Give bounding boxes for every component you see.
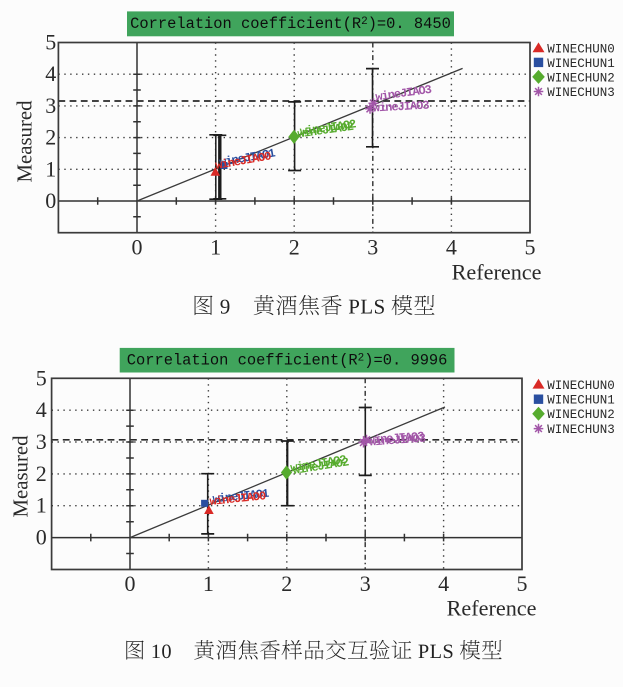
svg-text:Correlation coefficient(R2)=0.: Correlation coefficient(R2)=0. 9996 xyxy=(127,351,448,369)
svg-text:0: 0 xyxy=(36,525,47,550)
svg-text:WINECHUN1: WINECHUN1 xyxy=(547,394,615,408)
svg-text:Reference: Reference xyxy=(452,260,542,285)
svg-text:0: 0 xyxy=(125,571,136,596)
svg-text:wineJIAO1: wineJIAO1 xyxy=(212,487,270,507)
svg-text:WINECHUN3: WINECHUN3 xyxy=(547,423,615,437)
svg-text:2: 2 xyxy=(289,235,300,260)
svg-text:WINECHUN0: WINECHUN0 xyxy=(547,43,615,57)
svg-text:2: 2 xyxy=(36,461,47,486)
svg-text:WINECHUN1: WINECHUN1 xyxy=(547,57,615,71)
svg-text:Measured: Measured xyxy=(14,100,37,183)
svg-text:5: 5 xyxy=(36,365,47,390)
svg-text:0: 0 xyxy=(45,188,56,213)
svg-text:4: 4 xyxy=(446,235,457,260)
svg-text:WINECHUN2: WINECHUN2 xyxy=(547,408,615,422)
svg-text:5: 5 xyxy=(525,235,536,260)
svg-text:3: 3 xyxy=(360,571,371,596)
svg-text:Measured: Measured xyxy=(10,435,33,518)
svg-text:5: 5 xyxy=(45,30,56,55)
svg-text:WINECHUN2: WINECHUN2 xyxy=(547,71,615,85)
svg-text:3: 3 xyxy=(367,235,378,260)
svg-text:wineJIAO3: wineJIAO3 xyxy=(369,432,426,450)
svg-text:0: 0 xyxy=(132,235,143,260)
svg-text:5: 5 xyxy=(517,571,528,596)
svg-text:WINECHUN0: WINECHUN0 xyxy=(547,379,615,393)
svg-text:wineJIAO3: wineJIAO3 xyxy=(367,430,424,448)
svg-text:3: 3 xyxy=(45,93,56,118)
svg-text:4: 4 xyxy=(36,397,47,422)
svg-text:Correlation coefficient(R2)=0.: Correlation coefficient(R2)=0. 8450 xyxy=(130,15,451,33)
svg-text:2: 2 xyxy=(281,571,292,596)
svg-text:1: 1 xyxy=(210,235,221,260)
svg-text:1: 1 xyxy=(45,156,56,181)
svg-text:4: 4 xyxy=(45,61,56,86)
svg-text:1: 1 xyxy=(203,571,214,596)
svg-text:Reference: Reference xyxy=(447,596,537,621)
svg-text:2: 2 xyxy=(45,125,56,150)
svg-text:wineJIAO0: wineJIAO0 xyxy=(209,489,267,509)
svg-text:1: 1 xyxy=(36,493,47,518)
svg-text:wineJIAO3: wineJIAO3 xyxy=(372,99,429,116)
svg-text:WINECHUN3: WINECHUN3 xyxy=(547,86,615,100)
svg-text:3: 3 xyxy=(36,429,47,454)
svg-text:4: 4 xyxy=(438,571,449,596)
